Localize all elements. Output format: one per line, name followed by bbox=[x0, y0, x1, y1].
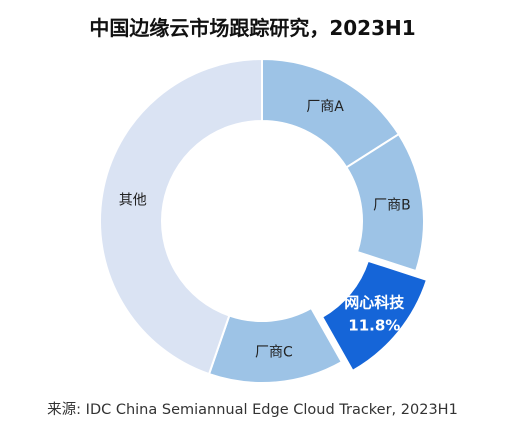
slice-3: 厂商C bbox=[207, 306, 344, 384]
slice-4: 其他 bbox=[99, 57, 263, 376]
slice-label: 厂商A bbox=[306, 99, 344, 115]
slice-label: 厂商B bbox=[373, 198, 411, 214]
slice-1: 厂商B bbox=[345, 132, 425, 273]
slice-path bbox=[345, 132, 425, 273]
slice-label: 厂商C bbox=[255, 344, 293, 360]
source-note: 来源: IDC China Semiannual Edge Cloud Trac… bbox=[47, 402, 458, 418]
slice-path bbox=[99, 57, 263, 376]
slice-label: 其他 bbox=[119, 192, 147, 208]
chart-title: 中国边缘云市场跟踪研究，2023H1 bbox=[89, 16, 416, 40]
slice-label: 网心科技 bbox=[344, 294, 405, 312]
slice-2: 网心科技 11.8% bbox=[320, 259, 429, 373]
slice-path bbox=[320, 259, 429, 373]
slice-value-label: 11.8% bbox=[348, 317, 400, 335]
